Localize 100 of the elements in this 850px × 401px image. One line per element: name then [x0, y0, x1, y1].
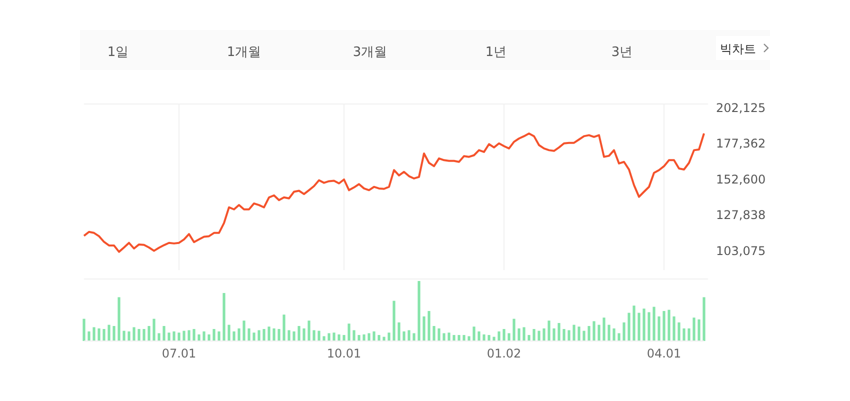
bar — [82, 318, 86, 341]
bar — [202, 331, 206, 341]
bar — [668, 310, 670, 341]
bar — [582, 330, 586, 341]
bar — [542, 328, 546, 341]
bar — [262, 329, 266, 341]
bar — [442, 333, 446, 341]
bar — [538, 330, 540, 341]
bar — [332, 332, 336, 341]
bar — [458, 335, 460, 341]
bar — [382, 336, 386, 341]
bar — [632, 306, 636, 341]
bar — [148, 326, 150, 341]
bar — [192, 329, 196, 341]
bar — [358, 335, 360, 341]
bar — [312, 330, 316, 341]
bar — [648, 312, 650, 341]
bar — [342, 335, 346, 341]
bar — [362, 334, 366, 341]
bar — [388, 332, 390, 341]
bar — [98, 328, 100, 341]
bar — [678, 322, 680, 341]
bar — [238, 328, 240, 341]
bar — [252, 332, 256, 341]
bar — [378, 335, 380, 341]
text: 3개월 — [352, 45, 388, 60]
bar — [448, 332, 450, 341]
bar — [412, 333, 416, 341]
bar — [338, 334, 340, 341]
bar — [658, 316, 660, 341]
bar — [522, 327, 526, 341]
text: 3년 — [611, 45, 633, 60]
bar — [268, 326, 270, 341]
text: 1개월 — [226, 45, 262, 60]
bar — [278, 329, 280, 341]
bar — [228, 324, 230, 341]
y-tick-label: 127,838 — [716, 208, 766, 222]
bar — [152, 318, 156, 341]
bar — [132, 327, 136, 341]
bar — [272, 328, 276, 341]
bar — [242, 320, 246, 341]
y-tick-label: 152,600 — [716, 172, 766, 186]
bar — [438, 328, 440, 341]
bar — [612, 328, 616, 341]
bar — [548, 320, 550, 341]
bar — [218, 331, 220, 341]
bar — [188, 330, 190, 341]
bar — [92, 327, 96, 341]
bar — [392, 300, 396, 341]
bar — [282, 314, 286, 341]
bar — [568, 330, 570, 341]
text: 1년 — [485, 45, 507, 60]
bar — [698, 319, 700, 341]
y-tick-label: 202,125 — [716, 100, 766, 115]
bar — [122, 330, 126, 341]
x-tick-label: 04.01 — [646, 346, 682, 361]
bar — [528, 335, 530, 341]
bar — [128, 331, 130, 341]
bar — [208, 334, 210, 341]
bar — [428, 311, 430, 341]
bar — [328, 333, 330, 341]
bar — [688, 328, 690, 341]
bar — [182, 330, 186, 341]
bar — [102, 329, 106, 341]
bar — [318, 330, 320, 341]
bar — [478, 331, 480, 341]
bar — [618, 333, 620, 341]
x-tick-label: 01.02 — [486, 346, 522, 361]
bar — [108, 324, 110, 341]
bar — [462, 335, 466, 341]
bar — [692, 318, 696, 341]
bar — [638, 312, 640, 341]
bar — [562, 329, 566, 341]
bar — [482, 334, 486, 341]
bar — [118, 297, 120, 341]
bar — [502, 329, 506, 341]
bar — [348, 324, 350, 341]
y-tick-label: 177,362 — [716, 136, 766, 151]
bar — [488, 335, 490, 341]
bar — [248, 328, 250, 341]
bar — [662, 311, 666, 341]
bar — [578, 326, 580, 341]
bar — [652, 306, 656, 341]
bar — [422, 316, 426, 341]
line-series — [83, 132, 705, 253]
bar — [642, 308, 646, 341]
bar — [162, 326, 166, 341]
bar — [258, 330, 260, 341]
bar — [158, 333, 160, 341]
bar — [172, 331, 176, 341]
bar — [468, 336, 470, 341]
bar — [472, 326, 476, 341]
bar — [622, 322, 626, 341]
bar — [512, 318, 516, 341]
bar — [702, 297, 706, 341]
bar — [178, 332, 180, 341]
text: 빅차트 — [720, 42, 756, 56]
bar — [572, 324, 576, 341]
bar — [492, 336, 496, 341]
y-tick-label: 103,075 — [716, 244, 766, 258]
